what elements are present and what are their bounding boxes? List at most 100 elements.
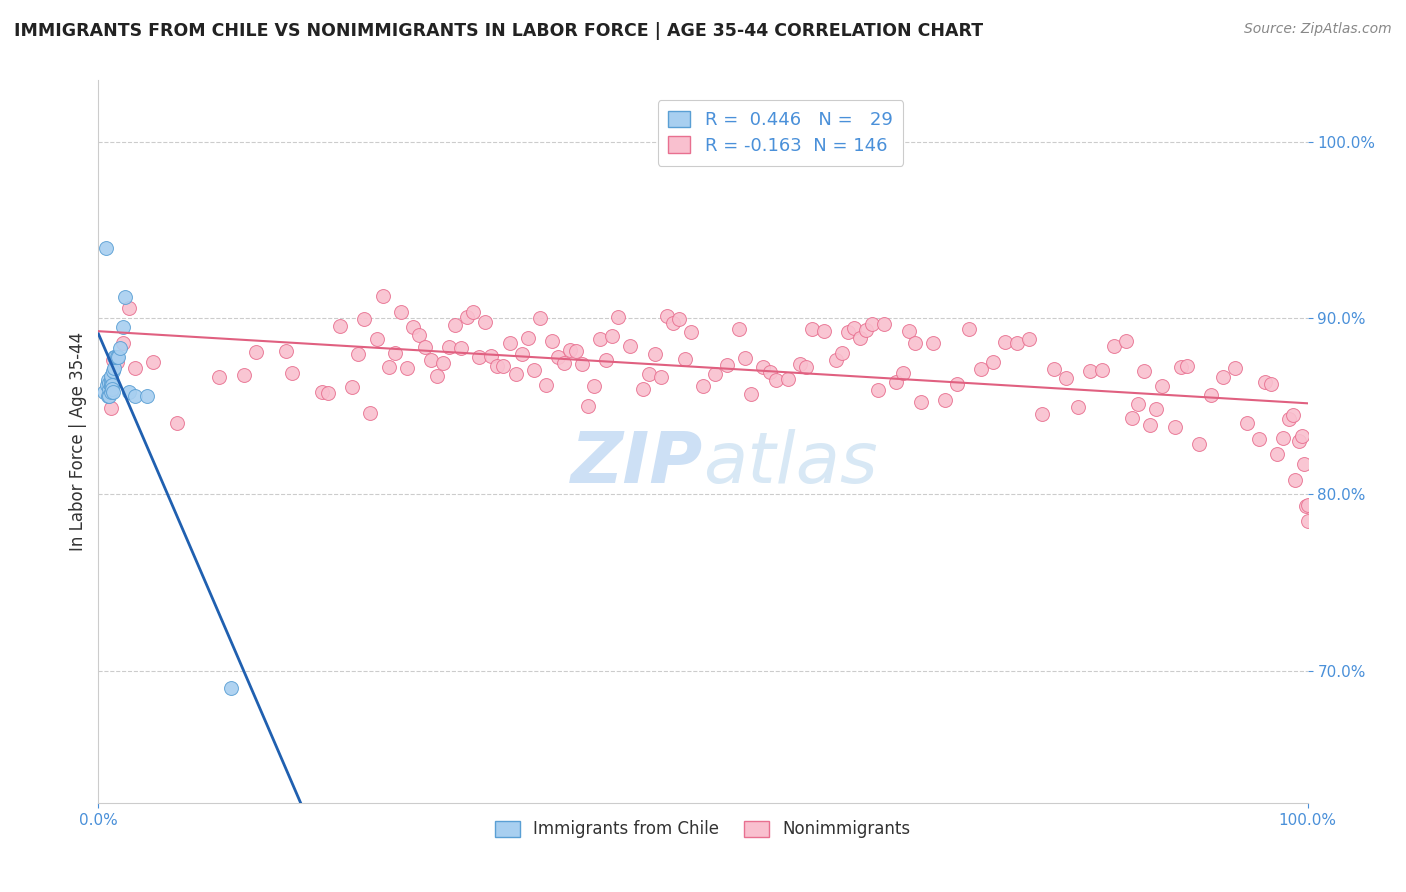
Point (105, 350, 128, 364)
Point (571, 358, 593, 372)
Point (97, 389, 120, 403)
Point (1295, 500, 1317, 514)
Point (576, 399, 599, 413)
Point (529, 310, 551, 325)
Point (100, 378, 122, 392)
Point (124, 389, 146, 403)
Point (408, 327, 430, 342)
Point (118, 301, 141, 315)
Point (661, 316, 683, 330)
Point (1282, 408, 1305, 422)
Point (860, 317, 883, 331)
Text: IMMIGRANTS FROM CHILE VS NONIMMIGRANTS IN LABOR FORCE | AGE 35-44 CORRELATION CH: IMMIGRANTS FROM CHILE VS NONIMMIGRANTS I… (14, 22, 983, 40)
Point (329, 319, 352, 334)
Point (904, 336, 927, 351)
Point (1249, 432, 1271, 446)
Point (1139, 417, 1161, 432)
Point (444, 318, 467, 333)
Point (619, 339, 641, 353)
Point (108, 341, 131, 355)
Point (450, 341, 472, 355)
Point (849, 331, 872, 345)
Point (1272, 431, 1295, 445)
Point (1152, 378, 1174, 392)
Point (98, 382, 121, 396)
Legend: Immigrants from Chile, Nonimmigrants: Immigrants from Chile, Nonimmigrants (488, 814, 918, 845)
Point (1296, 514, 1319, 528)
Point (316, 386, 339, 401)
Point (498, 336, 520, 351)
Point (704, 367, 727, 381)
Point (96, 378, 118, 392)
Point (100, 373, 122, 387)
Point (855, 323, 877, 337)
Point (1121, 411, 1143, 425)
Point (100, 382, 122, 396)
Point (1254, 375, 1277, 389)
Point (432, 356, 454, 370)
Text: ZIP: ZIP (571, 429, 703, 498)
Point (1284, 473, 1306, 487)
Point (1007, 335, 1029, 350)
Text: Source: ZipAtlas.com: Source: ZipAtlas.com (1244, 22, 1392, 37)
Point (565, 344, 588, 359)
Point (644, 347, 666, 361)
Point (994, 335, 1017, 350)
Point (100, 369, 122, 384)
Point (740, 387, 762, 401)
Point (311, 384, 333, 399)
Y-axis label: In Labor Force | Age 35-44: In Labor Force | Age 35-44 (69, 332, 87, 551)
Point (166, 416, 188, 430)
Point (1278, 411, 1301, 425)
Point (114, 290, 136, 304)
Point (668, 312, 690, 326)
Point (135, 389, 157, 403)
Point (342, 380, 364, 394)
Point (104, 350, 127, 364)
Point (794, 359, 817, 374)
Point (1042, 362, 1064, 376)
Point (101, 385, 124, 400)
Point (534, 378, 557, 392)
Point (734, 351, 756, 366)
Point (463, 305, 485, 319)
Point (274, 344, 297, 359)
Point (353, 312, 375, 326)
Point (221, 681, 243, 696)
Point (1018, 332, 1040, 346)
Point (886, 375, 908, 389)
Point (420, 352, 443, 367)
Point (1078, 364, 1101, 378)
Point (553, 356, 575, 370)
Point (492, 359, 515, 374)
Point (650, 369, 672, 384)
Point (637, 367, 659, 381)
Point (970, 361, 993, 376)
Point (103, 360, 125, 375)
Point (1102, 338, 1125, 352)
Point (602, 329, 624, 343)
Point (384, 345, 406, 359)
Point (844, 321, 866, 335)
Point (377, 359, 399, 374)
Point (540, 334, 562, 348)
Point (1267, 447, 1289, 461)
Point (360, 406, 382, 420)
Point (1188, 437, 1211, 451)
Point (366, 332, 388, 346)
Point (111, 335, 134, 350)
Point (1260, 377, 1282, 392)
Point (105, 355, 128, 369)
Point (486, 359, 509, 374)
Point (1067, 400, 1090, 414)
Point (516, 331, 538, 345)
Point (100, 385, 122, 400)
Point (437, 340, 460, 354)
Point (1296, 498, 1319, 512)
Point (93, 385, 115, 400)
Point (468, 351, 491, 365)
Point (776, 372, 799, 386)
Point (831, 346, 853, 360)
Point (100, 378, 122, 392)
Point (547, 350, 569, 364)
